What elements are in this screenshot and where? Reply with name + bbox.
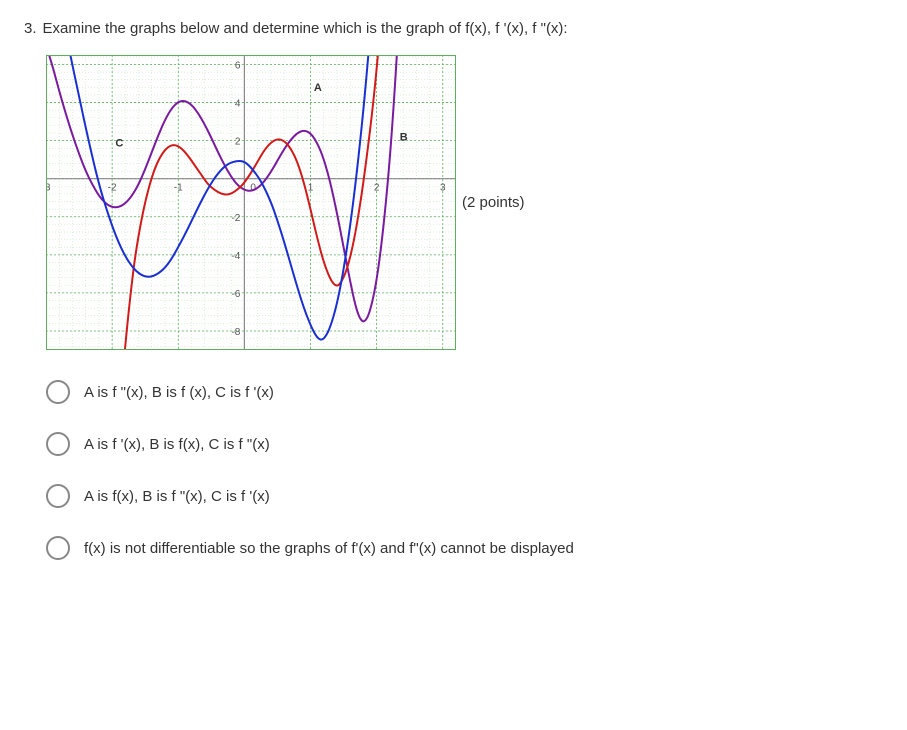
svg-text:-4: -4 [231, 251, 240, 262]
svg-text:-6: -6 [231, 289, 240, 300]
svg-text:1: 1 [308, 183, 314, 194]
radio-icon[interactable] [46, 484, 70, 508]
svg-text:C: C [115, 137, 123, 149]
option-label: A is f(x), B is f "(x), C is f '(x) [84, 488, 270, 505]
option-label: A is f '(x), B is f(x), C is f "(x) [84, 436, 270, 453]
svg-text:4: 4 [235, 99, 241, 110]
question-header: 3. Examine the graphs below and determin… [24, 20, 883, 37]
option-row[interactable]: f(x) is not differentiable so the graphs… [46, 536, 883, 560]
svg-text:6: 6 [235, 61, 241, 72]
svg-text:A: A [314, 82, 322, 94]
svg-text:-8: -8 [231, 327, 240, 338]
svg-text:-2: -2 [231, 213, 240, 224]
svg-text:2: 2 [374, 183, 380, 194]
option-label: A is f "(x), B is f (x), C is f '(x) [84, 384, 274, 401]
svg-text:2: 2 [235, 137, 241, 148]
svg-text:3: 3 [440, 183, 446, 194]
graph-area: -3-2-10123-8-6-4-2246ABC (2 points) [46, 55, 883, 350]
option-row[interactable]: A is f '(x), B is f(x), C is f "(x) [46, 432, 883, 456]
question-text: Examine the graphs below and determine w… [43, 20, 883, 37]
option-row[interactable]: A is f(x), B is f "(x), C is f '(x) [46, 484, 883, 508]
svg-text:-1: -1 [174, 183, 183, 194]
option-row[interactable]: A is f "(x), B is f (x), C is f '(x) [46, 380, 883, 404]
svg-text:-2: -2 [108, 183, 117, 194]
svg-text:B: B [400, 132, 408, 144]
function-graph: -3-2-10123-8-6-4-2246ABC [46, 55, 456, 350]
radio-icon[interactable] [46, 536, 70, 560]
option-label: f(x) is not differentiable so the graphs… [84, 540, 574, 557]
points-label: (2 points) [462, 194, 525, 211]
question-number: 3. [24, 20, 37, 37]
radio-icon[interactable] [46, 380, 70, 404]
answer-options: A is f "(x), B is f (x), C is f '(x) A i… [46, 380, 883, 560]
radio-icon[interactable] [46, 432, 70, 456]
